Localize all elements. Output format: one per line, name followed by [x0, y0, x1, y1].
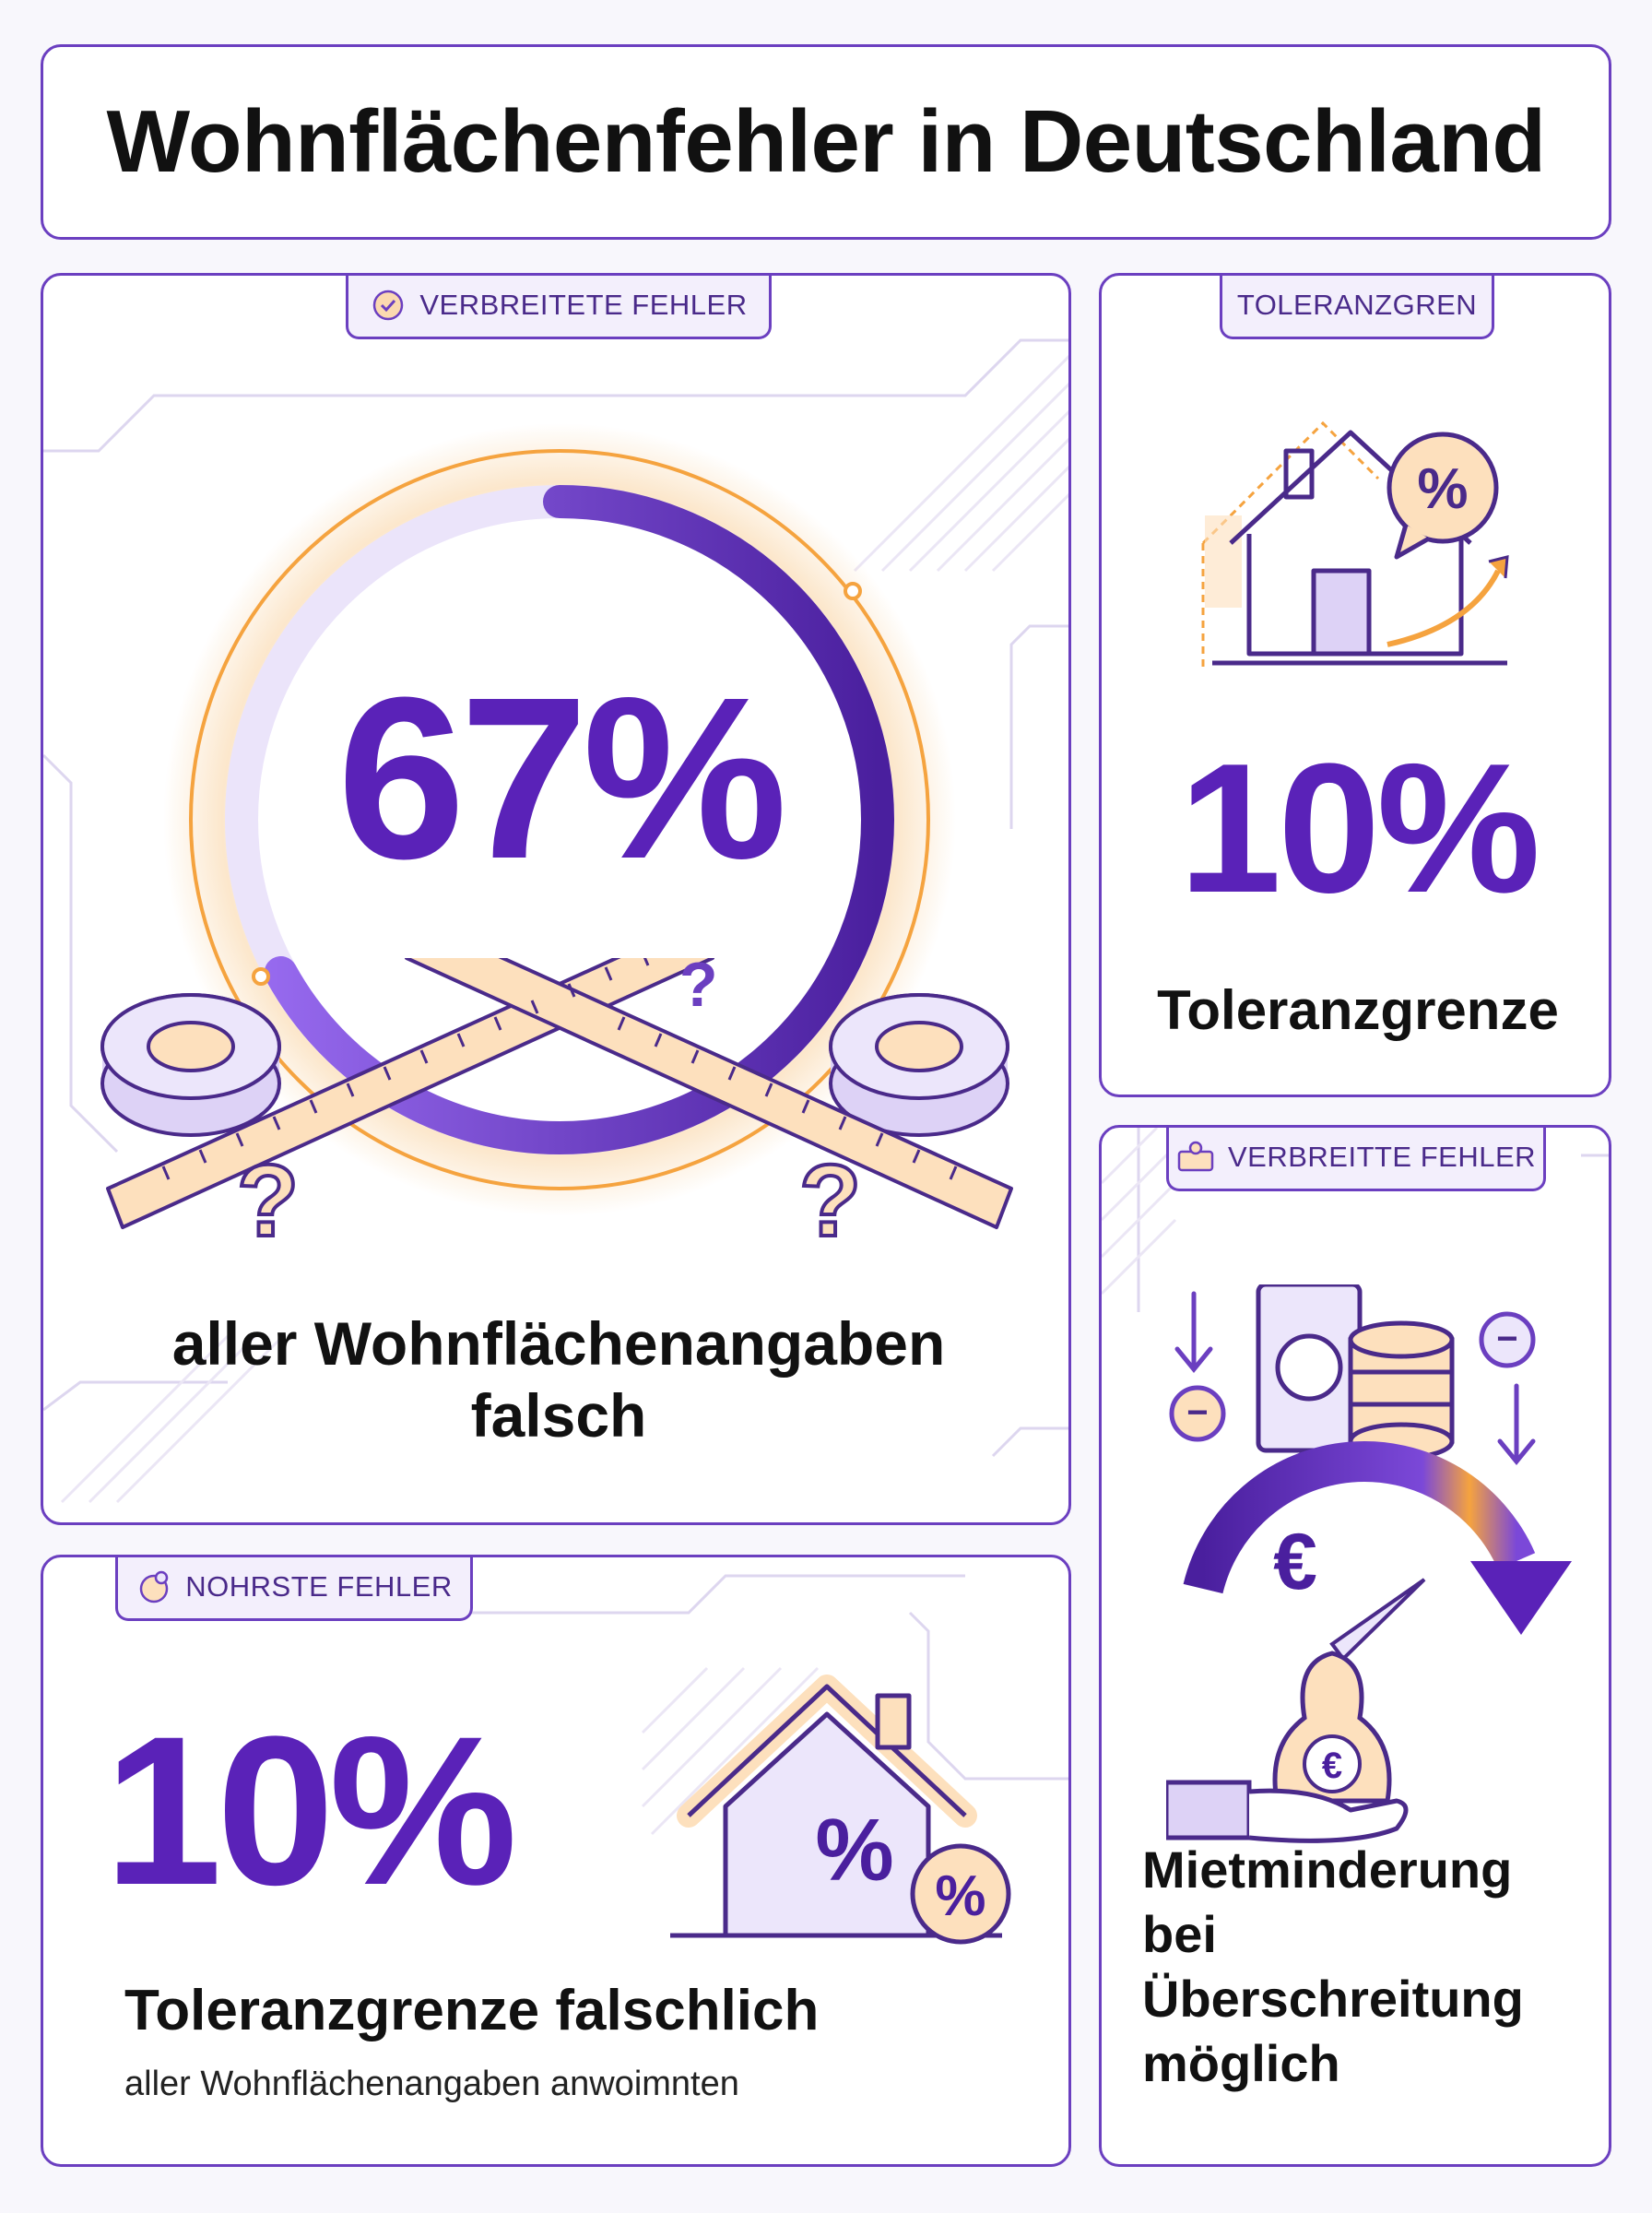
house-percent-text: %: [815, 1801, 893, 1899]
money-hand-icon: [1177, 1141, 1214, 1171]
question-mark-small: ?: [679, 950, 718, 1020]
crossed-measuring-tapes-icon: [100, 958, 1013, 1229]
category-tag: TOLERANZGREN: [1220, 276, 1494, 339]
house-percent-icon: % %: [670, 1675, 1011, 1945]
question-mark-right: ?: [797, 1142, 863, 1260]
minus-symbol-left: −: [1186, 1392, 1208, 1433]
tag-label: VERBREITETE FEHLER: [419, 288, 748, 321]
rent-caption-line1: Mietminderung: [1142, 1840, 1513, 1899]
category-tag: VERBREITTE FEHLER: [1166, 1128, 1546, 1191]
question-mark-left: ?: [235, 1142, 301, 1260]
page-title: Wohnflächenfehler in Deutschland: [106, 92, 1546, 191]
bag-symbol: €: [1322, 1746, 1342, 1786]
false-tolerance-subcaption: aller Wohnflächenangaben anwoimnten: [124, 2065, 739, 2103]
house-badge-text: %: [1417, 457, 1468, 521]
rent-caption-line2: bei: [1142, 1905, 1217, 1963]
euro-symbol: €: [1273, 1518, 1317, 1606]
rent-reduction-icon: − − € €: [1166, 1284, 1572, 1843]
tolerance-stat-value: 10%: [1178, 726, 1540, 931]
progress-ring: [163, 423, 956, 1216]
rent-caption-line4: möglich: [1142, 2034, 1340, 2092]
minus-symbol-right: −: [1496, 1319, 1517, 1359]
tag-label: VERBREITTE FEHLER: [1227, 1140, 1537, 1173]
false-tolerance-card: NOHRSTE FEHLER 10% % % Toleranzgrenze fa…: [41, 1555, 1071, 2167]
false-tolerance-caption: Toleranzgrenze falschlich: [124, 1979, 820, 2042]
main-stat-card: VERBREITETE FEHLER 67%: [41, 273, 1071, 1525]
circuit-background: [1102, 1128, 1609, 1312]
progress-arc: [225, 485, 894, 1154]
tag-label: NOHRSTE FEHLER: [185, 1569, 453, 1603]
main-caption-line2: falsch: [470, 1381, 647, 1450]
category-tag: VERBREITETE FEHLER: [346, 276, 772, 339]
gear-euro-icon: [140, 1570, 169, 1603]
tolerance-caption: Toleranzgrenze: [1157, 979, 1559, 1041]
main-stat-value: 67%: [336, 649, 787, 906]
tolerance-card: TOLERANZGREN % 10% Toleranzgrenze: [1099, 273, 1611, 1097]
rent-reduction-card: VERBREITTE FEHLER − −: [1099, 1125, 1611, 2167]
circuit-background: [431, 1574, 1068, 1836]
house-percent-badge: %: [935, 1864, 985, 1928]
badge-check-icon: [373, 290, 404, 320]
house-percent-icon: %: [1201, 420, 1509, 672]
false-tolerance-stat-value: 10%: [104, 1692, 517, 1929]
circuit-background: [43, 338, 1068, 1504]
category-tag: NOHRSTE FEHLER: [115, 1557, 473, 1621]
rent-caption-line3: Überschreitung: [1142, 1970, 1524, 2028]
main-caption-line1: aller Wohnflächenangaben: [171, 1309, 946, 1378]
title-card: Wohnflächenfehler in Deutschland: [41, 44, 1611, 240]
tag-label: TOLERANZGREN: [1236, 288, 1478, 321]
